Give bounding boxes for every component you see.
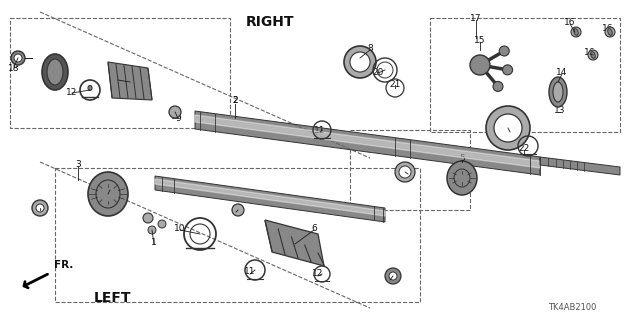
Circle shape bbox=[395, 162, 415, 182]
Text: 10: 10 bbox=[174, 223, 186, 233]
Text: 12: 12 bbox=[67, 87, 77, 97]
Circle shape bbox=[148, 226, 156, 234]
Circle shape bbox=[605, 27, 615, 37]
Text: 2: 2 bbox=[232, 95, 237, 105]
Circle shape bbox=[344, 46, 376, 78]
Text: 13: 13 bbox=[554, 106, 566, 115]
Circle shape bbox=[470, 55, 490, 75]
Polygon shape bbox=[108, 62, 152, 100]
Text: 19: 19 bbox=[504, 125, 516, 134]
Text: 3: 3 bbox=[75, 159, 81, 169]
Text: 16: 16 bbox=[602, 23, 614, 33]
Circle shape bbox=[350, 52, 370, 72]
Ellipse shape bbox=[591, 52, 595, 58]
Text: 9: 9 bbox=[233, 205, 239, 214]
Text: 6: 6 bbox=[115, 74, 121, 83]
Text: LEFT: LEFT bbox=[93, 291, 131, 305]
Text: 10: 10 bbox=[403, 167, 413, 177]
Text: 11: 11 bbox=[314, 125, 326, 134]
Text: 16: 16 bbox=[564, 18, 576, 27]
Circle shape bbox=[502, 65, 513, 75]
Text: 11: 11 bbox=[244, 268, 256, 276]
Circle shape bbox=[389, 272, 397, 280]
Polygon shape bbox=[155, 176, 385, 222]
Circle shape bbox=[486, 106, 530, 150]
Circle shape bbox=[11, 51, 25, 65]
Circle shape bbox=[32, 200, 48, 216]
Text: 16: 16 bbox=[584, 47, 596, 57]
Text: 2: 2 bbox=[232, 95, 238, 105]
Circle shape bbox=[385, 268, 401, 284]
Text: RIGHT: RIGHT bbox=[246, 15, 294, 29]
Text: 18: 18 bbox=[384, 274, 396, 283]
Bar bbox=[55, 168, 420, 302]
Polygon shape bbox=[265, 220, 324, 266]
Text: 7: 7 bbox=[37, 204, 43, 212]
Circle shape bbox=[571, 27, 581, 37]
Circle shape bbox=[588, 50, 598, 60]
Ellipse shape bbox=[574, 29, 578, 35]
Polygon shape bbox=[195, 111, 540, 175]
Text: 22: 22 bbox=[518, 143, 530, 153]
Circle shape bbox=[493, 82, 503, 92]
Ellipse shape bbox=[608, 29, 612, 35]
Text: TK4AB2100: TK4AB2100 bbox=[548, 303, 596, 313]
Polygon shape bbox=[540, 157, 620, 175]
Polygon shape bbox=[155, 179, 385, 216]
Text: 17: 17 bbox=[470, 13, 482, 22]
Ellipse shape bbox=[42, 54, 68, 90]
Circle shape bbox=[494, 114, 522, 142]
Text: 14: 14 bbox=[556, 68, 568, 76]
Circle shape bbox=[169, 106, 181, 118]
Circle shape bbox=[232, 204, 244, 216]
Polygon shape bbox=[195, 115, 540, 168]
Ellipse shape bbox=[447, 161, 477, 195]
Text: 21: 21 bbox=[389, 79, 401, 89]
Ellipse shape bbox=[88, 85, 92, 91]
Text: 6: 6 bbox=[311, 223, 317, 233]
Text: 20: 20 bbox=[372, 68, 384, 76]
Text: 1: 1 bbox=[455, 173, 461, 182]
Ellipse shape bbox=[47, 59, 63, 85]
Ellipse shape bbox=[549, 77, 567, 107]
Circle shape bbox=[14, 54, 22, 62]
Circle shape bbox=[158, 220, 166, 228]
Text: 1: 1 bbox=[151, 237, 157, 246]
Circle shape bbox=[143, 213, 153, 223]
Circle shape bbox=[36, 204, 44, 212]
Text: 18: 18 bbox=[8, 63, 20, 73]
Text: 4: 4 bbox=[107, 183, 113, 193]
Text: 15: 15 bbox=[474, 36, 486, 44]
Bar bbox=[430, 18, 620, 132]
Ellipse shape bbox=[553, 82, 563, 102]
Text: 5: 5 bbox=[459, 154, 465, 163]
Text: 12: 12 bbox=[312, 269, 324, 278]
Circle shape bbox=[399, 166, 411, 178]
Bar bbox=[10, 18, 230, 128]
Text: 9: 9 bbox=[175, 114, 181, 123]
Bar bbox=[350, 130, 470, 210]
Circle shape bbox=[499, 46, 509, 56]
Ellipse shape bbox=[88, 172, 128, 216]
Text: FR.: FR. bbox=[54, 260, 74, 270]
Text: 8: 8 bbox=[367, 44, 373, 52]
